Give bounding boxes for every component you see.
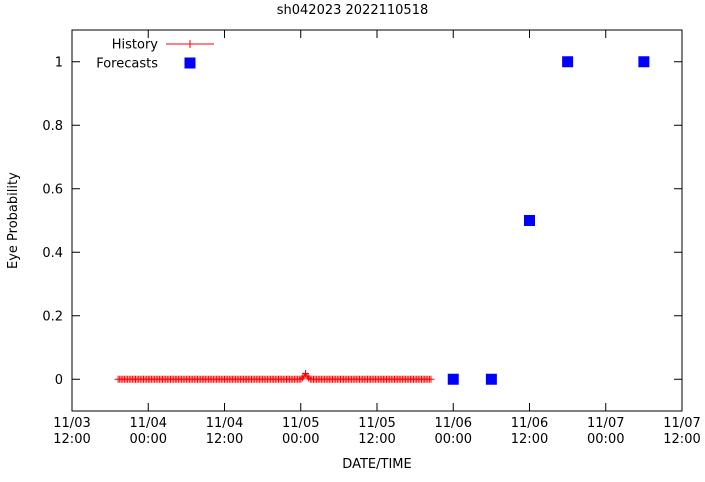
x-axis-label: DATE/TIME: [342, 457, 412, 472]
y-tick-label: 0: [55, 373, 63, 388]
plot-border: [71, 29, 683, 412]
chart-title: sh042023 2022110518: [276, 3, 429, 18]
forecast-point: [485, 373, 497, 385]
forecast-point: [638, 56, 650, 68]
x-tick-label-date: 11/05: [358, 416, 395, 431]
history-plus-markers: [114, 370, 435, 383]
x-tick-label-date: 11/07: [587, 416, 624, 431]
axis-ticks: [71, 30, 683, 411]
x-tick-label-time: 00:00: [435, 432, 472, 447]
x-tick-label-date: 11/05: [282, 416, 319, 431]
x-tick-label-date: 11/06: [511, 416, 548, 431]
x-tick-label-time: 00:00: [282, 432, 319, 447]
y-tick-label: 0.8: [42, 119, 63, 134]
x-tick-label-date: 11/04: [206, 416, 243, 431]
y-tick-label: 0.2: [42, 309, 63, 324]
legend-label: Forecasts: [96, 57, 158, 72]
y-tick-label: 0.4: [42, 246, 63, 261]
x-tick-label-time: 00:00: [130, 432, 167, 447]
x-tick-label-time: 12:00: [206, 432, 243, 447]
legend: History Forecasts: [96, 38, 214, 72]
y-tick-label: 0.6: [42, 182, 63, 197]
x-tick-label-date: 11/03: [53, 416, 90, 431]
forecast-point: [562, 56, 574, 68]
forecast-point: [447, 373, 459, 385]
x-tick-label-time: 12:00: [511, 432, 548, 447]
x-tick-label-date: 11/07: [663, 416, 700, 431]
x-tick-label-time: 12:00: [53, 432, 90, 447]
legend-forecast-sample: [184, 57, 196, 69]
x-tick-label-time: 12:00: [358, 432, 395, 447]
x-tick-label-date: 11/04: [130, 416, 167, 431]
y-tick-label: 1: [55, 55, 63, 70]
x-tick-label-time: 00:00: [587, 432, 624, 447]
history-line: [118, 372, 431, 380]
x-tick-label-time: 12:00: [663, 432, 700, 447]
x-tick-label-date: 11/06: [435, 416, 472, 431]
forecast-point: [524, 215, 535, 226]
legend-history-sample: [166, 40, 214, 48]
legend-label: History: [112, 38, 159, 53]
